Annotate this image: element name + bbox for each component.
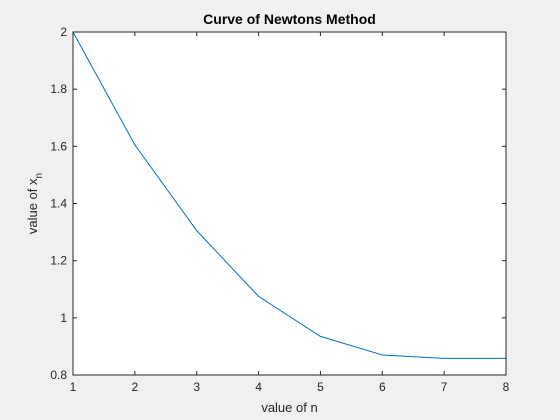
y-tick-label: 0.8 <box>50 368 67 382</box>
x-tick-label: 5 <box>317 380 324 394</box>
y-tick-label: 1.8 <box>50 82 67 96</box>
x-tick-label: 3 <box>193 380 200 394</box>
x-tick-label: 6 <box>379 380 386 394</box>
y-axis: 0.8 1 1.2 1.4 1.6 1.8 2 <box>50 25 506 382</box>
data-point <box>196 230 198 232</box>
y-tick-label: 1 <box>60 311 67 325</box>
plot-area-background <box>73 32 506 375</box>
y-tick-label: 1.2 <box>50 254 67 268</box>
data-point <box>319 335 322 338</box>
y-axis-label-main: value of x <box>25 178 40 234</box>
y-axis-label: value of xn <box>25 173 45 234</box>
y-axis-label-subscript: n <box>34 173 45 179</box>
y-tick-label: 1.6 <box>50 139 67 153</box>
chart-title: Curve of Newtons Method <box>203 11 376 27</box>
data-point <box>257 295 260 297</box>
x-axis: 1 2 3 4 5 6 7 8 <box>70 32 510 394</box>
y-tick-label: 2 <box>60 25 67 39</box>
x-tick-label: 7 <box>441 380 448 394</box>
x-axis-label: value of n <box>261 400 317 415</box>
x-tick-label: 1 <box>70 380 77 394</box>
x-tick-label: 8 <box>503 380 510 394</box>
y-tick-label: 1.4 <box>50 197 67 211</box>
data-point <box>381 354 383 356</box>
x-tick-label: 2 <box>132 380 139 394</box>
data-point <box>443 357 445 360</box>
x-tick-label: 4 <box>255 380 262 394</box>
series-line <box>72 31 506 359</box>
data-point <box>134 144 136 146</box>
